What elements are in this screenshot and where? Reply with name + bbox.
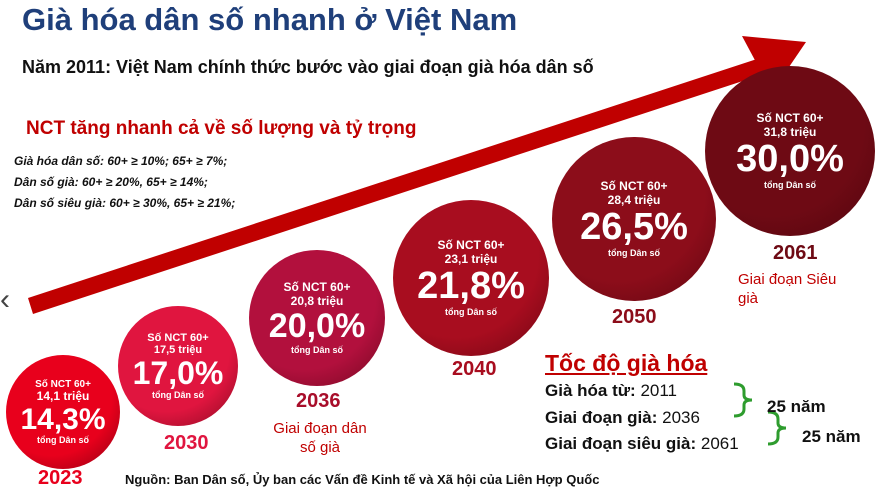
gap-label-2: 25 năm	[802, 427, 861, 446]
phase-label-super-aged: Giai đoạn Siêu già	[738, 271, 837, 307]
year-label-2023: 2023	[38, 467, 83, 489]
bubble-share-label: tổng Dân số	[608, 247, 660, 258]
speed-row-label: Giai đoạn siêu già:	[545, 434, 697, 453]
bubble-share-label: tổng Dân số	[291, 344, 343, 355]
bubble-share: 30,0%	[736, 137, 844, 180]
bubble-share-label: tổng Dân số	[152, 390, 204, 401]
year-label-2030: 2030	[164, 432, 209, 454]
speed-row-year: 2036	[662, 408, 700, 427]
bubble-count: 31,8 triệu	[763, 125, 817, 140]
year-label-2061: 2061	[773, 242, 818, 264]
bubble-share: 20,0%	[268, 306, 366, 345]
bubble-series-label: Số NCT 60+	[756, 111, 824, 126]
definition-super-aged: Dân số siêu già: 60+ ≥ 30%, 65+ ≥ 21%;	[14, 196, 236, 210]
year-label-2040: 2040	[452, 358, 497, 380]
year-label-2050: 2050	[612, 306, 657, 328]
bubble-share: 17,0%	[132, 354, 224, 391]
bubble-2061: Số NCT 60+ 31,8 triệu 30,0% tổng Dân số	[705, 66, 875, 236]
bubble-series-label: Số NCT 60+	[437, 238, 505, 253]
speed-row-label: Giai đoạn già:	[545, 408, 658, 427]
year-label-2036: 2036	[296, 390, 341, 412]
headline: NCT tăng nhanh cả về số lượng và tỷ trọn…	[26, 118, 417, 139]
brace-2-icon	[767, 410, 787, 446]
bubble-2023: Số NCT 60+ 14,1 triệu 14,3% tổng Dân số	[6, 355, 120, 469]
chevron-left-icon[interactable]: ‹	[0, 283, 10, 316]
speed-row-aging: Già hóa từ: 2011	[545, 381, 677, 401]
page-title: Già hóa dân số nhanh ở Việt Nam	[22, 2, 518, 37]
bubble-count: 17,5 triệu	[153, 344, 203, 357]
bubble-2040: Số NCT 60+ 23,1 triệu 21,8% tổng Dân số	[393, 200, 549, 356]
gap-label-1: 25 năm	[767, 397, 826, 416]
definition-aging: Già hóa dân số: 60+ ≥ 10%; 65+ ≥ 7%;	[14, 154, 228, 168]
bubble-2036: Số NCT 60+ 20,8 triệu 20,0% tổng Dân số	[249, 250, 385, 386]
bubble-share: 26,5%	[580, 205, 688, 248]
brace-1-icon	[733, 382, 753, 418]
bubble-series-label: Số NCT 60+	[35, 378, 91, 390]
arrow-head	[742, 36, 806, 92]
phase-label-aged: Giai đoạn dân số già	[273, 420, 367, 456]
bubble-count: 28,4 triệu	[607, 193, 661, 208]
bubble-series-label: Số NCT 60+	[147, 331, 209, 344]
speed-title: Tốc độ già hóa	[545, 350, 708, 376]
bubble-2050: Số NCT 60+ 28,4 triệu 26,5% tổng Dân số	[552, 137, 716, 301]
speed-row-year: 2011	[640, 381, 677, 400]
bubble-share: 21,8%	[417, 264, 525, 307]
source-note: Nguồn: Ban Dân số, Ủy ban các Vấn đề Kin…	[125, 472, 600, 487]
speed-row-super-aged: Giai đoạn siêu già: 2061	[545, 434, 739, 454]
speed-row-aged: Giai đoạn già: 2036	[545, 408, 700, 428]
subtitle: Năm 2011: Việt Nam chính thức bước vào g…	[22, 57, 594, 77]
arrow-shaft	[28, 58, 764, 314]
bubble-share-label: tổng Dân số	[764, 179, 816, 190]
definition-aged: Dân số già: 60+ ≥ 20%, 65+ ≥ 14%;	[14, 175, 208, 189]
bubble-count: 20,8 triệu	[290, 294, 344, 309]
bubble-share-label: tổng Dân số	[445, 306, 497, 317]
speed-row-year: 2061	[700, 434, 739, 453]
bubble-series-label: Số NCT 60+	[283, 280, 351, 295]
speed-row-label: Già hóa từ:	[545, 381, 636, 400]
bubble-share-label: tổng Dân số	[37, 435, 89, 446]
bubble-2030: Số NCT 60+ 17,5 triệu 17,0% tổng Dân số	[118, 306, 238, 426]
bubble-series-label: Số NCT 60+	[600, 179, 668, 194]
bubble-count: 23,1 triệu	[444, 252, 498, 267]
bubble-share: 14,3%	[20, 402, 106, 436]
bubble-count: 14,1 triệu	[36, 389, 90, 404]
